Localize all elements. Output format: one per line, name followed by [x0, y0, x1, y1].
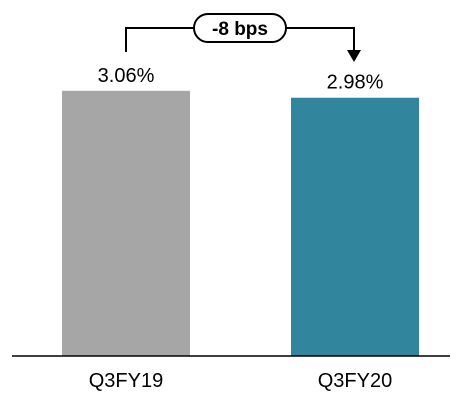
bars-group — [62, 90, 419, 357]
data-label-q3fy20: 2.98% — [327, 72, 384, 94]
bar-q3fy19 — [62, 90, 190, 357]
annotation-label: -8 bps — [212, 19, 268, 40]
category-label-q3fy19: Q3FY19 — [89, 370, 163, 392]
bar-q3fy20 — [291, 97, 419, 356]
arrow-down-icon — [347, 50, 361, 62]
bracket-line-right — [286, 27, 355, 54]
change-annotation: -8 bps — [125, 13, 361, 62]
category-label-q3fy20: Q3FY20 — [318, 370, 392, 392]
data-labels-group: 3.06% 2.98% — [98, 65, 384, 94]
category-labels-group: Q3FY19 Q3FY20 — [89, 370, 392, 392]
annotation-pill — [193, 13, 287, 43]
bracket-line-left — [125, 27, 194, 52]
data-label-q3fy19: 3.06% — [98, 65, 155, 87]
